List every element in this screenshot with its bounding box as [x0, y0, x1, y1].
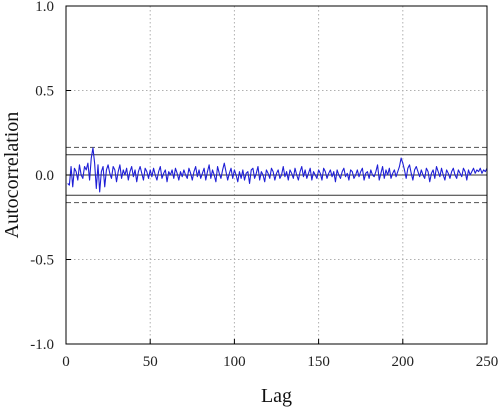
x-tick-label: 250	[476, 354, 499, 370]
autocorrelation-series-line	[67, 147, 488, 193]
y-tick-label: -0.5	[30, 253, 54, 269]
y-tick-label: 0.0	[35, 168, 54, 184]
y-tick-label: -1.0	[30, 337, 54, 353]
x-tick-label: 200	[392, 354, 415, 370]
x-tick-label: 150	[307, 354, 330, 370]
y-tick-label: 1.0	[35, 0, 54, 15]
x-axis-ticks: 0 50 100 150 200 250	[62, 339, 498, 370]
x-tick-label: 0	[62, 354, 70, 370]
x-tick-label: 100	[223, 354, 246, 370]
y-tick-label: 0.5	[35, 84, 54, 100]
y-axis-ticks: 1.0 0.5 0.0 -0.5 -1.0	[30, 0, 71, 353]
x-axis-title: Lag	[261, 385, 292, 407]
y-axis-title: Autocorrelation	[1, 112, 23, 239]
series-layer	[67, 147, 488, 193]
x-tick-label: 50	[143, 354, 158, 370]
